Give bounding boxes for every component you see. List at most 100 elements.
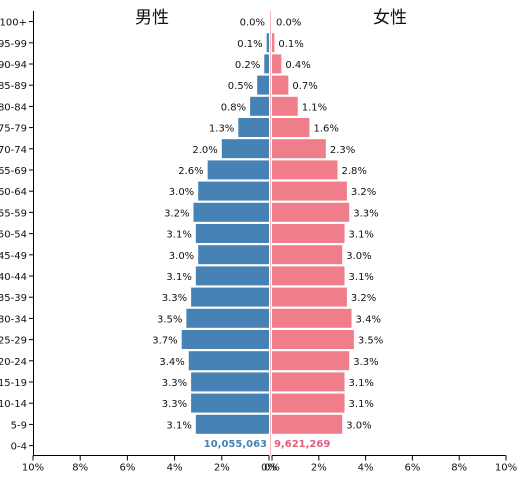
female-bar-label: 0.0% — [276, 18, 301, 29]
age-axis: 0-4 5-9 10-14 15-19 20-24 25-29 30-34 35-39 40-4… — [0, 11, 271, 457]
male-bar-label: 3.0% — [169, 251, 194, 262]
female-bar — [272, 160, 338, 180]
age-tick-label: 95-99 — [0, 39, 27, 50]
male-bar-label: 0.8% — [221, 102, 246, 113]
x-tick-label-left: 2% — [214, 463, 230, 474]
age-tick-label: 55-59 — [0, 208, 27, 219]
male-bar — [198, 181, 269, 201]
female-bar — [272, 96, 298, 116]
male-bar — [195, 224, 269, 243]
male-bar — [191, 287, 269, 307]
male-bar — [195, 414, 269, 434]
age-tick-label: 5-9 — [11, 420, 27, 431]
female-bar — [272, 372, 345, 392]
male-value-labels: 3.1% 3.3% 3.3% 3.4% 3.7% 3.5% 3.3% 3.1% 3.0% 3.1%… — [152, 18, 265, 432]
age-tick-label: 15-19 — [0, 378, 27, 389]
x-tick-label-left: 8% — [72, 463, 88, 474]
age-tick-label: 30-34 — [0, 314, 27, 325]
age-tick-label: 70-74 — [0, 145, 27, 156]
male-bar-label: 2.0% — [192, 145, 217, 156]
male-bar — [266, 33, 269, 53]
age-tick-label: 0-4 — [11, 442, 27, 453]
male-bar-label: 3.4% — [159, 357, 184, 368]
female-title: 女性 — [373, 8, 407, 28]
age-tick-label: 25-29 — [0, 336, 27, 347]
male-title: 男性 — [135, 8, 169, 28]
female-bar — [272, 202, 350, 222]
male-bar-label: 3.3% — [162, 378, 187, 389]
age-tick-label: 35-39 — [0, 293, 27, 304]
x-tick-label-right: 2% — [311, 463, 327, 474]
female-bar-label: 2.3% — [330, 145, 355, 156]
female-bar-label: 3.2% — [351, 293, 376, 304]
male-bar — [181, 330, 269, 349]
female-bar — [272, 54, 282, 74]
male-bar — [186, 308, 269, 328]
male-bar-label: 0.5% — [228, 81, 253, 92]
age-tick-label: 40-44 — [0, 272, 27, 283]
x-tick-label-right: 10% — [495, 463, 517, 474]
female-bar-label: 3.3% — [353, 208, 378, 219]
age-tick-label: 50-54 — [0, 230, 27, 241]
female-bar — [272, 33, 275, 53]
male-bar-label: 2.6% — [178, 166, 203, 177]
female-bar-label: 3.1% — [349, 378, 374, 389]
female-bar-label: 3.0% — [346, 420, 371, 431]
female-bar-label: 3.1% — [349, 230, 374, 241]
male-bar-label: 3.3% — [162, 293, 187, 304]
female-bar — [272, 224, 345, 243]
male-bar — [198, 245, 269, 265]
female-bar — [272, 330, 354, 349]
female-bar-label: 3.3% — [353, 357, 378, 368]
male-bar-label: 3.1% — [166, 272, 191, 283]
female-bar — [272, 351, 350, 371]
female-bar — [272, 139, 326, 159]
male-bar — [221, 139, 269, 159]
age-tick-label: 60-64 — [0, 187, 27, 198]
male-bar — [238, 118, 269, 137]
female-bar-label: 3.5% — [358, 336, 383, 347]
female-bars — [272, 33, 354, 434]
male-bar — [188, 351, 269, 371]
male-bar — [191, 372, 269, 392]
male-bar — [191, 393, 269, 413]
age-tick-label: 20-24 — [0, 357, 27, 368]
male-bar — [250, 96, 269, 116]
x-tick-label-left: 0% — [261, 463, 277, 474]
male-bar — [257, 75, 269, 95]
age-tick-label: 10-14 — [0, 399, 27, 410]
male-bar — [193, 202, 269, 222]
female-bar — [272, 75, 289, 95]
age-tick-label: 45-49 — [0, 251, 27, 262]
female-value-labels: 3.0% 3.1% 3.1% 3.3% 3.5% 3.4% 3.2% 3.1% 3.0% 3.1%… — [276, 18, 383, 432]
female-total: 9,621,269 — [274, 439, 330, 450]
x-tick-label-left: 10% — [22, 463, 44, 474]
female-bar-label: 3.0% — [346, 251, 371, 262]
female-bar — [272, 414, 343, 434]
male-bar-label: 3.2% — [164, 208, 189, 219]
female-bar-label: 3.1% — [349, 272, 374, 283]
age-tick-label: 85-89 — [0, 81, 27, 92]
x-tick-label-right: 6% — [404, 463, 420, 474]
female-bar — [272, 181, 347, 201]
female-bar-label: 2.8% — [342, 166, 367, 177]
age-tick-label: 90-94 — [0, 60, 27, 71]
male-bar-label: 3.3% — [162, 399, 187, 410]
male-bar — [264, 54, 269, 74]
female-bar-label: 3.4% — [356, 314, 381, 325]
x-tick-label-left: 4% — [167, 463, 183, 474]
female-bar-label: 0.1% — [278, 39, 303, 50]
x-tick-label-right: 8% — [451, 463, 467, 474]
male-bar-label: 1.3% — [209, 124, 234, 135]
male-bars — [181, 33, 269, 434]
x-tick-label-left: 6% — [119, 463, 135, 474]
female-bar-label: 3.2% — [351, 187, 376, 198]
male-bar-label: 0.0% — [240, 18, 265, 29]
male-bar-label: 3.1% — [166, 420, 191, 431]
female-bar-label: 0.4% — [285, 60, 310, 71]
male-bar-label: 0.1% — [237, 39, 262, 50]
male-bar — [207, 160, 269, 180]
female-bar — [272, 287, 347, 307]
male-bar-label: 3.5% — [157, 314, 182, 325]
